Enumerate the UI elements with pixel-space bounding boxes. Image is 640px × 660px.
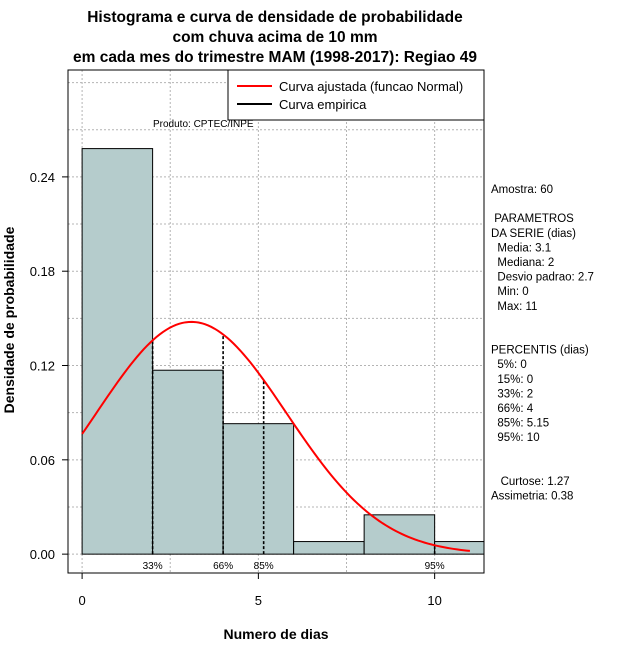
y-tick-label: 0.18 bbox=[30, 264, 55, 279]
chart-title-line-1: Histograma e curva de densidade de proba… bbox=[87, 9, 463, 26]
histogram-bar bbox=[293, 541, 365, 555]
percentile-label: 85% bbox=[254, 561, 274, 572]
percentile-label: 33% bbox=[143, 561, 163, 572]
y-tick-label: 0.12 bbox=[30, 359, 55, 374]
stats-line: PARAMETROS bbox=[491, 213, 574, 225]
percentile-markers: 33% 66% 85% 95% bbox=[143, 334, 445, 572]
stats-line: PERCENTIS (dias) bbox=[491, 345, 589, 357]
stats-line: Mediana: 2 bbox=[491, 257, 554, 269]
histogram-bar bbox=[363, 514, 436, 555]
stats-line: 85%: 5.15 bbox=[491, 418, 549, 430]
axes: 0 5 10 0.00 0.06 0.12 0.18 0.24 bbox=[30, 170, 442, 608]
stats-line: 66%: 4 bbox=[491, 403, 534, 415]
x-tick-label: 10 bbox=[427, 593, 441, 608]
stats-line: Assimetria: 0.38 bbox=[491, 491, 573, 503]
stats-line: Amostra: 60 bbox=[491, 184, 553, 196]
y-tick-label: 0.00 bbox=[30, 547, 55, 562]
stats-line: Desvio padrao: 2.7 bbox=[491, 272, 594, 284]
percentile-label: 66% bbox=[213, 561, 233, 572]
stats-line: Curtose: 1.27 bbox=[491, 476, 570, 488]
stats-line: 5%: 0 bbox=[491, 359, 527, 371]
x-axis-label: Numero de dias bbox=[223, 626, 328, 642]
y-tick-label: 0.24 bbox=[30, 170, 55, 185]
stats-line: 33%: 2 bbox=[491, 388, 533, 400]
stats-line: Media: 3.1 bbox=[491, 242, 551, 254]
histogram-bar bbox=[152, 369, 224, 555]
chart-title-line-3: em cada mes do trimestre MAM (1998-2017)… bbox=[73, 49, 477, 66]
stats-line: 15%: 0 bbox=[491, 374, 533, 386]
x-tick-label: 5 bbox=[255, 593, 262, 608]
x-tick-label: 0 bbox=[78, 593, 85, 608]
normal-fit-curve bbox=[81, 320, 471, 552]
histogram-bar bbox=[222, 423, 295, 555]
legend-box bbox=[227, 69, 485, 121]
stats-line: Min: 0 bbox=[491, 286, 529, 298]
y-axis-label: Densidade de probabilidade bbox=[1, 226, 17, 413]
legend: Curva ajustada (funcao Normal) Curva emp… bbox=[227, 69, 485, 121]
y-tick-label: 0.06 bbox=[30, 453, 55, 468]
stats-line: Max: 11 bbox=[491, 301, 537, 313]
percentile-label: 95% bbox=[425, 561, 445, 572]
chart-title-line-2: com chuva acima de 10 mm bbox=[172, 29, 377, 46]
product-label: Produto: CPTEC/INPE bbox=[153, 119, 254, 130]
legend-label-empirical: Curva empirica bbox=[279, 97, 367, 112]
stats-line: DA SERIE (dias) bbox=[491, 228, 576, 240]
chart-title: Histograma e curva de densidade de proba… bbox=[73, 9, 477, 66]
legend-label-fit: Curva ajustada (funcao Normal) bbox=[279, 79, 463, 94]
stats-panel: Amostra: 60 PARAMETROS DA SERIE (dias) Me… bbox=[491, 184, 594, 503]
stats-line: 95%: 10 bbox=[491, 432, 540, 444]
